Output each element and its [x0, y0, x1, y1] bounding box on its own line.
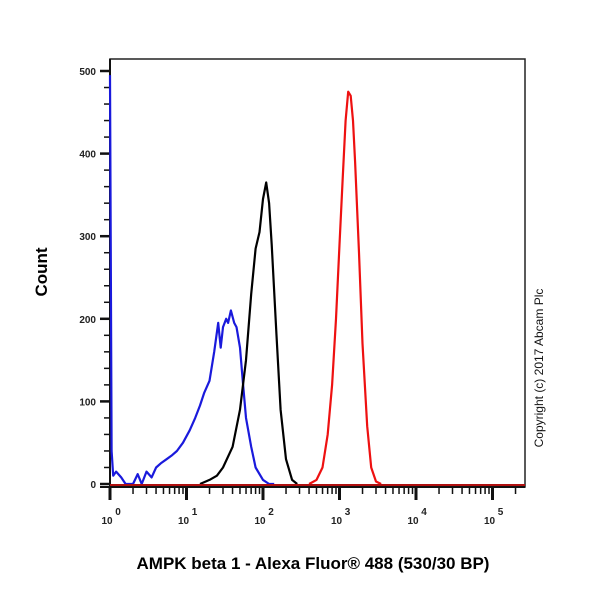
plot-frame — [109, 58, 526, 488]
y-tick-label: 100 — [79, 397, 96, 408]
x-tick-label: 105 — [484, 507, 504, 527]
y-tick-label: 0 — [90, 480, 96, 491]
svg-text:10: 10 — [178, 516, 190, 527]
y-tick-label: 500 — [79, 67, 96, 78]
svg-text:3: 3 — [345, 507, 351, 518]
svg-text:0: 0 — [115, 507, 121, 518]
svg-text:5: 5 — [498, 507, 504, 518]
svg-text:4: 4 — [421, 507, 427, 518]
x-axis-label: AMPK beta 1 - Alexa Fluor® 488 (530/30 B… — [137, 554, 490, 573]
histogram-series-2 — [308, 90, 382, 485]
svg-text:10: 10 — [407, 516, 419, 527]
svg-text:10: 10 — [484, 516, 496, 527]
y-axis-label: Count — [32, 247, 51, 296]
y-tick-label: 400 — [79, 150, 96, 161]
y-axis: 0 100 200 300 400 500 — [79, 59, 111, 491]
x-tick-label: 102 — [254, 507, 274, 527]
svg-text:2: 2 — [268, 507, 274, 518]
svg-text:10: 10 — [331, 516, 343, 527]
copyright-notice: Copyright (c) 2017 Abcam Plc — [532, 289, 546, 448]
y-tick-label: 300 — [79, 232, 96, 243]
svg-text:10: 10 — [101, 516, 113, 527]
histogram-series-1 — [199, 181, 298, 486]
x-tick-label: 104 — [407, 507, 427, 527]
y-tick-label: 200 — [79, 315, 96, 326]
svg-text:10: 10 — [254, 516, 266, 527]
x-tick-label: 103 — [331, 507, 351, 527]
svg-text:1: 1 — [192, 507, 198, 518]
x-tick-label: 101 — [178, 507, 198, 527]
x-tick-label: 100 — [101, 507, 121, 527]
